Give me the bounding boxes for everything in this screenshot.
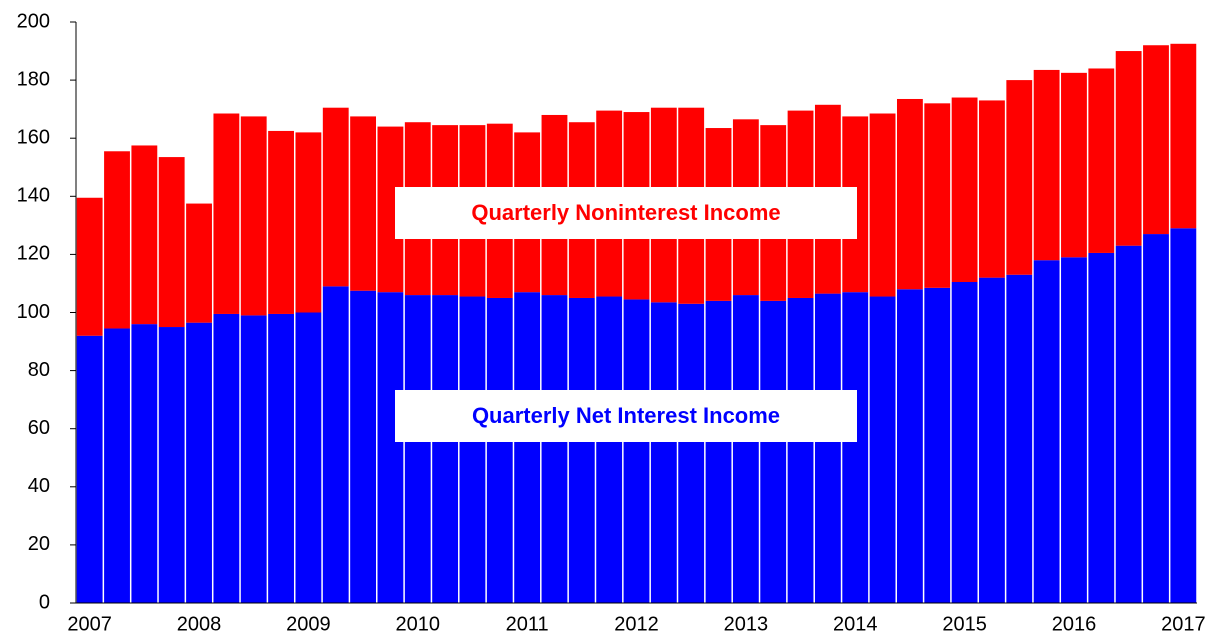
y-tick-label: 40	[28, 475, 50, 497]
bar-segment	[869, 296, 896, 603]
bar-segment	[1006, 80, 1033, 275]
bar-segment	[350, 116, 377, 291]
bar-segment	[732, 295, 759, 603]
y-tick-label: 120	[17, 243, 50, 265]
bar-segment	[951, 281, 978, 603]
bar-segment	[842, 292, 869, 603]
bar-segment	[104, 151, 130, 329]
bar-segment	[295, 312, 322, 603]
bar-segment	[268, 313, 294, 603]
bar-segment	[1115, 245, 1142, 603]
bar-segment	[924, 287, 951, 603]
bar-segment	[951, 97, 978, 282]
x-tick-label: 2009	[286, 613, 331, 635]
y-tick-label: 180	[17, 68, 50, 90]
bar-segment	[1061, 72, 1087, 258]
bar-segment	[623, 299, 650, 603]
bar-segment	[760, 300, 787, 603]
bar-segment	[650, 302, 677, 603]
bar-segment	[322, 286, 349, 603]
bar-segment	[1033, 69, 1060, 261]
bar-segment	[1115, 51, 1142, 246]
bar-segment	[377, 292, 404, 603]
bar-segment	[705, 300, 732, 603]
x-tick-label: 2014	[833, 613, 878, 635]
y-tick-label: 200	[17, 10, 50, 32]
bar-segment	[896, 289, 923, 603]
bar-segment	[1061, 257, 1087, 603]
x-tick-label: 2007	[67, 613, 112, 635]
bar-segment	[979, 100, 1005, 278]
bar-segment	[240, 116, 267, 316]
x-tick-label: 2013	[724, 613, 769, 635]
bar-segment	[979, 277, 1005, 603]
bar-segment	[814, 293, 841, 603]
y-tick-label: 60	[28, 417, 50, 439]
bar-segment	[131, 324, 158, 603]
bar-segment	[432, 295, 459, 603]
bar-segment	[158, 327, 185, 603]
x-tick-label: 2008	[177, 613, 222, 635]
bar-segment	[240, 315, 267, 603]
bar-segment	[1088, 252, 1115, 603]
bar-segment	[350, 290, 377, 603]
bar-segment	[1143, 45, 1169, 235]
x-tick-label: 2015	[942, 613, 987, 635]
bar-segment	[896, 98, 923, 290]
bar-segment	[76, 197, 103, 336]
y-tick-label: 80	[28, 359, 50, 381]
bar-segment	[104, 328, 130, 603]
bar-segment	[213, 313, 240, 603]
bar-segment	[924, 103, 951, 288]
y-tick-label: 100	[17, 301, 50, 323]
y-tick-label: 160	[17, 126, 50, 148]
x-tick-label: 2016	[1052, 613, 1097, 635]
bar-segment	[322, 107, 349, 287]
bar-segment	[186, 322, 212, 603]
legend-text: Quarterly Noninterest Income	[471, 200, 780, 225]
bar-segment	[541, 295, 568, 603]
legend-box	[395, 187, 857, 239]
bar-segment	[268, 130, 294, 314]
bar-segment	[1088, 68, 1115, 253]
bar-segment	[186, 203, 212, 323]
y-tick-label: 20	[28, 533, 50, 555]
bar-segment	[404, 295, 431, 603]
x-tick-label: 2017	[1161, 613, 1206, 635]
bar-segment	[1006, 274, 1033, 603]
legend-box	[395, 390, 857, 442]
legend-text: Quarterly Net Interest Income	[472, 403, 780, 428]
bar-segment	[213, 113, 240, 314]
bar-segment	[158, 157, 185, 328]
bar-segment	[1033, 260, 1060, 603]
bar-segment	[131, 145, 158, 325]
bar-segment	[596, 296, 623, 603]
bar-segment	[568, 297, 595, 603]
bar-segment	[787, 297, 814, 603]
bar-segment	[869, 113, 896, 297]
bar-segment	[1170, 228, 1197, 603]
x-tick-label: 2012	[614, 613, 659, 635]
bar-segment	[514, 292, 541, 603]
y-tick-label: 0	[39, 591, 50, 613]
bar-segment	[1143, 234, 1169, 603]
bar-segment	[1170, 43, 1197, 229]
x-tick-label: 2011	[506, 613, 549, 635]
bar-segment	[76, 335, 103, 603]
bar-segment	[678, 303, 705, 603]
bar-segment	[486, 297, 513, 603]
y-tick-label: 140	[17, 185, 50, 207]
bar-segment	[295, 132, 322, 313]
bar-segment	[459, 296, 486, 603]
x-tick-label: 2010	[396, 613, 441, 635]
